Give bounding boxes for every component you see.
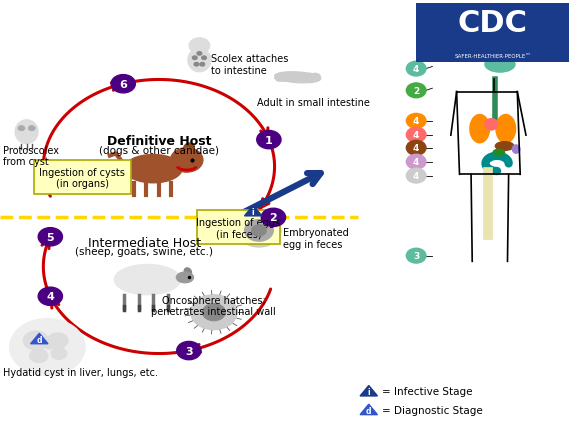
Circle shape (47, 333, 68, 349)
Circle shape (18, 126, 25, 132)
FancyBboxPatch shape (416, 4, 569, 63)
Circle shape (298, 74, 309, 82)
Circle shape (261, 209, 286, 227)
Ellipse shape (496, 115, 516, 143)
Text: 2: 2 (269, 213, 277, 223)
Text: CDC: CDC (458, 9, 528, 38)
Circle shape (286, 74, 298, 82)
Text: Oncosphere hatches;
penetrates intestinal wall: Oncosphere hatches; penetrates intestina… (151, 295, 276, 317)
Text: d: d (366, 406, 372, 414)
Text: Ingestion of cysts
(in organs): Ingestion of cysts (in organs) (39, 167, 125, 189)
Text: (dogs & other canidae): (dogs & other canidae) (99, 145, 219, 155)
Text: 4: 4 (413, 172, 420, 181)
Circle shape (406, 62, 426, 77)
Circle shape (237, 214, 281, 247)
Circle shape (197, 53, 202, 56)
Circle shape (244, 220, 273, 242)
Circle shape (23, 331, 49, 350)
Text: Hydatid cyst in liver, lungs, etc.: Hydatid cyst in liver, lungs, etc. (3, 367, 158, 377)
Ellipse shape (485, 119, 498, 131)
Ellipse shape (188, 49, 211, 72)
Text: 3: 3 (413, 252, 419, 260)
Ellipse shape (124, 155, 182, 183)
Circle shape (303, 74, 315, 82)
Ellipse shape (512, 146, 520, 154)
Text: i: i (368, 387, 370, 396)
Polygon shape (244, 206, 262, 216)
Text: d: d (36, 335, 42, 344)
Circle shape (191, 295, 237, 330)
Text: 1: 1 (265, 135, 273, 145)
Circle shape (200, 63, 205, 67)
Circle shape (111, 76, 135, 94)
Circle shape (192, 57, 197, 60)
Text: 4: 4 (413, 131, 420, 140)
Text: 4: 4 (413, 158, 420, 167)
Circle shape (194, 63, 199, 67)
Circle shape (202, 57, 206, 60)
FancyBboxPatch shape (34, 161, 131, 195)
Ellipse shape (184, 144, 194, 153)
Polygon shape (360, 385, 377, 396)
Circle shape (51, 348, 67, 360)
Circle shape (292, 74, 303, 82)
Text: 4: 4 (413, 144, 420, 153)
Text: 4: 4 (413, 65, 420, 74)
Circle shape (309, 74, 321, 82)
Ellipse shape (495, 142, 514, 151)
Circle shape (10, 319, 85, 375)
Circle shape (406, 169, 426, 184)
Circle shape (38, 228, 62, 247)
Circle shape (280, 74, 292, 82)
Circle shape (171, 148, 203, 173)
Circle shape (177, 342, 201, 360)
Text: 5: 5 (46, 232, 54, 242)
Text: Protoscolex
from cyst: Protoscolex from cyst (3, 145, 59, 167)
Text: Scolex attaches
to intestine: Scolex attaches to intestine (211, 54, 288, 76)
Ellipse shape (493, 150, 505, 157)
Text: 4: 4 (46, 292, 54, 302)
Ellipse shape (485, 57, 515, 73)
Text: Definitive Host: Definitive Host (107, 135, 211, 148)
Text: (sheep, goats, swine, etc.): (sheep, goats, swine, etc.) (76, 246, 213, 256)
Polygon shape (31, 333, 48, 344)
Circle shape (406, 84, 426, 99)
Text: Intermediate Host: Intermediate Host (88, 237, 201, 250)
Text: Embryonated
egg in feces: Embryonated egg in feces (283, 228, 349, 250)
Ellipse shape (15, 121, 38, 144)
Circle shape (28, 126, 35, 132)
Text: i: i (252, 207, 254, 217)
Text: 6: 6 (119, 79, 127, 89)
Circle shape (38, 287, 62, 306)
Circle shape (406, 128, 426, 143)
Circle shape (406, 114, 426, 129)
Circle shape (189, 39, 210, 54)
Ellipse shape (176, 273, 194, 283)
Circle shape (406, 249, 426, 263)
Circle shape (251, 225, 266, 237)
Text: Ingestion of eggs
(in feces): Ingestion of eggs (in feces) (197, 217, 280, 239)
Circle shape (202, 304, 225, 321)
Ellipse shape (114, 265, 180, 295)
Circle shape (406, 155, 426, 170)
Text: 2: 2 (413, 87, 419, 95)
Text: 3: 3 (185, 346, 192, 356)
Circle shape (43, 341, 55, 349)
Circle shape (406, 141, 426, 156)
FancyBboxPatch shape (197, 211, 280, 245)
Circle shape (29, 349, 48, 363)
Ellipse shape (275, 72, 321, 84)
Text: 4: 4 (413, 117, 420, 126)
Polygon shape (360, 404, 377, 415)
Circle shape (257, 131, 281, 149)
Text: SAFER·HEALTHIER·PEOPLE™: SAFER·HEALTHIER·PEOPLE™ (454, 53, 531, 59)
Text: Adult in small intestine: Adult in small intestine (257, 98, 370, 108)
Text: = Infective Stage: = Infective Stage (381, 387, 472, 396)
Text: = Diagnostic Stage: = Diagnostic Stage (381, 405, 483, 415)
Ellipse shape (184, 268, 191, 276)
Ellipse shape (470, 115, 490, 143)
Circle shape (275, 74, 286, 82)
